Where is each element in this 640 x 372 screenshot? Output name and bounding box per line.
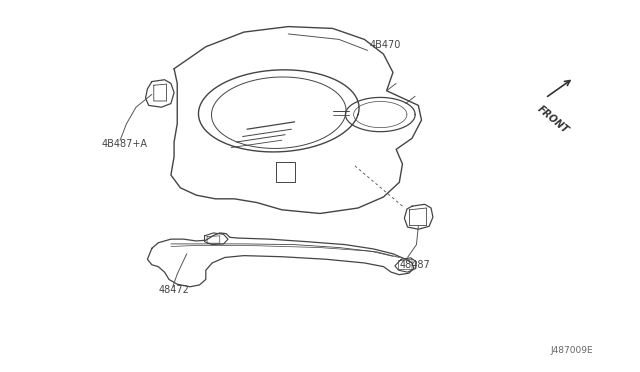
- Text: 4B487+A: 4B487+A: [101, 139, 147, 149]
- Text: 4B470: 4B470: [369, 40, 401, 50]
- Text: 48472: 48472: [158, 285, 189, 295]
- Text: J487009E: J487009E: [550, 346, 593, 355]
- Text: 48487: 48487: [399, 260, 430, 270]
- Text: FRONT: FRONT: [536, 103, 571, 135]
